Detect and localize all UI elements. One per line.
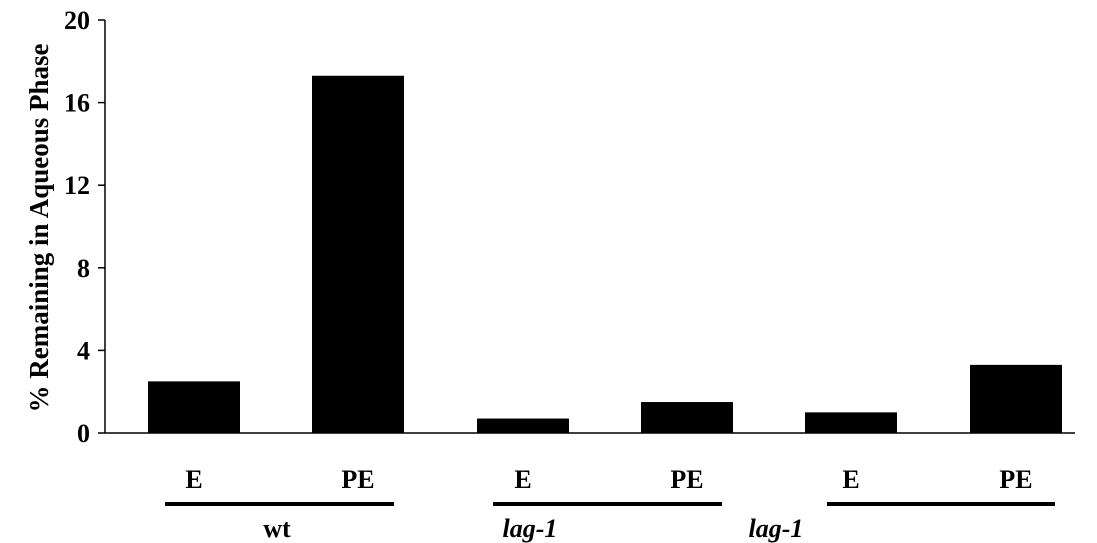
category-label: E: [842, 465, 859, 494]
bar-2: [312, 75, 404, 433]
y-axis-ticks: 0 4 8 12 16 20: [64, 6, 105, 448]
category-labels: E PE E PE E PE: [185, 465, 1032, 494]
group-label: lag-1: [749, 514, 804, 543]
axes: [104, 20, 1075, 434]
category-label: E: [514, 465, 531, 494]
bar-6: [970, 364, 1062, 433]
y-tick-label: 16: [64, 89, 90, 118]
y-tick-label: 20: [64, 6, 90, 35]
group-labels: wt lag-1 lag-1: [165, 502, 1055, 543]
bars: [148, 75, 1062, 433]
group-label: wt: [263, 514, 291, 543]
y-axis-title: % Remaining in Aqueous Phase: [24, 43, 54, 412]
bar-3: [477, 418, 569, 433]
bar-1: [148, 381, 240, 433]
y-tick-label: 8: [77, 254, 90, 283]
category-label: PE: [999, 465, 1032, 494]
group-label: lag-1: [503, 514, 558, 543]
category-label: PE: [670, 465, 703, 494]
bar-4: [641, 402, 733, 433]
bar-5: [805, 412, 897, 433]
y-tick-label: 0: [77, 419, 90, 448]
category-label: PE: [341, 465, 374, 494]
y-tick-label: 12: [64, 171, 90, 200]
category-label: E: [185, 465, 202, 494]
y-tick-label: 4: [77, 336, 90, 365]
